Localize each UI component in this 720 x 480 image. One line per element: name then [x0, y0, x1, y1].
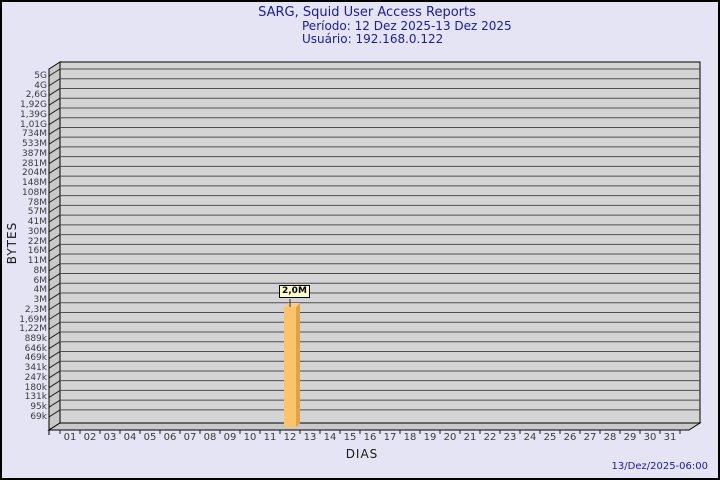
- report-timestamp: 13/Dez/2025-06:00: [612, 461, 708, 472]
- y-tick-label: 1,22M: [2, 324, 47, 334]
- y-tick-label: 4G: [2, 81, 47, 91]
- y-tick-label: 533M: [2, 139, 47, 149]
- y-tick-label: 180k: [2, 383, 47, 393]
- floor-3d: [49, 423, 700, 430]
- y-tick-label: 281M: [2, 159, 47, 169]
- y-tick-label: 108M: [2, 188, 47, 198]
- x-tick-label: 14: [320, 432, 340, 443]
- y-tick-label: 11M: [2, 256, 47, 266]
- x-tick-label: 03: [100, 432, 120, 443]
- y-tick-label: 734M: [2, 129, 47, 139]
- x-tick-label: 17: [380, 432, 400, 443]
- x-tick-label: 02: [80, 432, 100, 443]
- x-tick-label: 30: [640, 432, 660, 443]
- x-tick-label: 05: [140, 432, 160, 443]
- y-tick-label: 4M: [2, 285, 47, 295]
- y-tick-label: 16M: [2, 246, 47, 256]
- x-tick-label: 24: [520, 432, 540, 443]
- x-tick-label: 31: [660, 432, 680, 443]
- sarg-report-chart: SARG, Squid User Access Reports Período:…: [0, 0, 720, 480]
- x-tick-label: 06: [160, 432, 180, 443]
- y-tick-label: 6M: [2, 276, 47, 286]
- y-tick-label: 1,69M: [2, 315, 47, 325]
- x-tick-label: 09: [220, 432, 240, 443]
- y-tick-label: 469k: [2, 353, 47, 363]
- x-tick-label: 27: [580, 432, 600, 443]
- y-tick-label: 30M: [2, 227, 47, 237]
- x-tick-label: 10: [240, 432, 260, 443]
- x-tick-label: 21: [460, 432, 480, 443]
- y-tick-label: 341k: [2, 363, 47, 373]
- x-tick-label: 16: [360, 432, 380, 443]
- x-tick-label: 11: [260, 432, 280, 443]
- y-tick-label: 3M: [2, 295, 47, 305]
- x-tick-label: 01: [60, 432, 80, 443]
- y-tick-label: 41M: [2, 217, 47, 227]
- x-tick-label: 12: [280, 432, 300, 443]
- x-tick-label: 22: [480, 432, 500, 443]
- bar-chart-plot: [2, 2, 720, 480]
- y-tick-label: 387M: [2, 149, 47, 159]
- y-tick-label: 2,3M: [2, 305, 47, 315]
- y-tick-label: 204M: [2, 168, 47, 178]
- bar-value-label: 2,0M: [279, 285, 310, 298]
- x-tick-label: 18: [400, 432, 420, 443]
- x-tick-label: 23: [500, 432, 520, 443]
- x-tick-label: 25: [540, 432, 560, 443]
- y-tick-label: 8M: [2, 266, 47, 276]
- y-tick-label: 148M: [2, 178, 47, 188]
- x-tick-label: 28: [600, 432, 620, 443]
- x-tick-label: 29: [620, 432, 640, 443]
- bar-day-12: [284, 307, 296, 427]
- y-tick-label: 69k: [2, 412, 47, 422]
- plot-area: [60, 62, 700, 423]
- y-tick-label: 646k: [2, 344, 47, 354]
- x-tick-label: 04: [120, 432, 140, 443]
- x-tick-label: 20: [440, 432, 460, 443]
- bar-side-face: [296, 303, 300, 427]
- y-tick-label: 1,39G: [2, 110, 47, 120]
- y-tick-label: 889k: [2, 334, 47, 344]
- y-tick-label: 1,01G: [2, 120, 47, 130]
- x-tick-label: 13: [300, 432, 320, 443]
- y-tick-label: 2,6G: [2, 90, 47, 100]
- y-tick-label: 5G: [2, 71, 47, 81]
- y-tick-label: 1,92G: [2, 100, 47, 110]
- x-tick-label: 26: [560, 432, 580, 443]
- x-tick-label: 07: [180, 432, 200, 443]
- y-tick-label: 22M: [2, 237, 47, 247]
- y-tick-label: 57M: [2, 207, 47, 217]
- y-tick-label: 247k: [2, 373, 47, 383]
- y-tick-label: 131k: [2, 392, 47, 402]
- x-tick-label: 15: [340, 432, 360, 443]
- x-tick-label: 08: [200, 432, 220, 443]
- y-tick-label: 78M: [2, 198, 47, 208]
- y-tick-label: 95k: [2, 402, 47, 412]
- x-tick-label: 19: [420, 432, 440, 443]
- x-axis-title: DIAS: [302, 447, 422, 461]
